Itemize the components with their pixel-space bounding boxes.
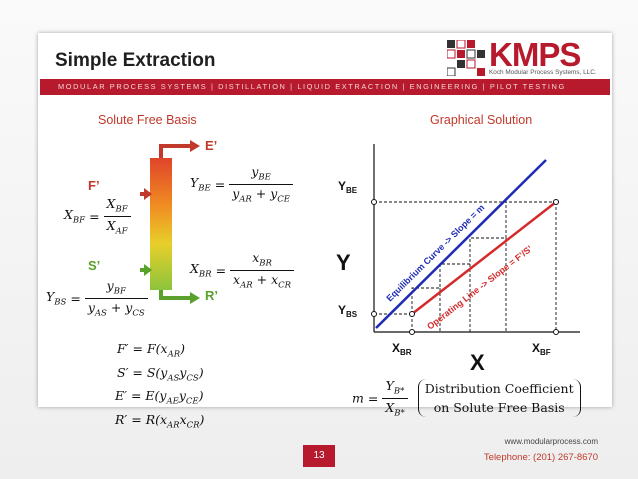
kmps-logo: KMPS Koch Modular Process Systems, LLC. <box>447 36 605 78</box>
footer-phone: Telephone: (201) 267-8670 <box>483 452 598 463</box>
operating-line <box>411 201 557 315</box>
extract-arrow <box>159 144 190 158</box>
tick-ybe: YBE <box>338 179 358 195</box>
stream-label-raffinate: R’ <box>205 288 218 303</box>
tick-ybs: YBS <box>338 303 358 319</box>
stream-label-feed: F’ <box>88 178 100 193</box>
point-ybe <box>371 199 377 205</box>
stream-label-extract: E’ <box>205 138 218 153</box>
definition-extract: E′ = E(yAEyCE) <box>115 388 204 407</box>
solute-free-definitions: F′ = F(xAR) S′ = S(yASyCS) E′ = E(yAEyCE… <box>115 340 204 434</box>
raffinate-arrow <box>159 290 190 300</box>
stream-label-solvent: S’ <box>88 258 101 273</box>
logo-subtitle: Koch Modular Process Systems, LLC. <box>489 69 597 76</box>
tick-xbf: XBF <box>532 341 551 357</box>
slope-equation: m = YB* XB* Distribution Coefficient on Sol… <box>352 378 581 418</box>
x-axis-label: X <box>470 350 485 375</box>
slope-description-line1: Distribution Coefficient <box>424 381 574 396</box>
point-xbr <box>409 329 415 335</box>
definition-solvent: S′ = S(yASyCS) <box>117 364 204 384</box>
slide-frame <box>38 33 612 407</box>
equation-ybe: YBE = yBE yAR + yCE <box>190 164 294 204</box>
heading-solute-free-basis: Solute Free Basis <box>98 113 197 127</box>
equation-xbr: XBR = xBR xAR + xCR <box>190 250 295 290</box>
logo-grid-icon <box>447 40 485 76</box>
equilibrium-curve <box>375 159 547 329</box>
equation-ybs: YBS = yBF yAS + yCS <box>46 278 148 318</box>
slide-title: Simple Extraction <box>55 50 216 71</box>
point-bottom-operating <box>409 311 415 317</box>
extraction-column <box>140 140 200 304</box>
point-ybs <box>371 311 377 317</box>
equation-xbf: XBF = XBF XAF <box>64 196 131 236</box>
definition-raffinate: R′ = R(xARxCR) <box>115 411 205 431</box>
logo-wordmark: KMPS <box>489 36 581 73</box>
definition-feed: F′ = F(xAR) <box>117 341 185 360</box>
footer-website: www.modularprocess.com <box>504 437 598 446</box>
page-number: 13 <box>303 445 335 467</box>
operating-line-label: Operating Line -> Slope = F’/S’ <box>425 244 534 332</box>
point-top-operating <box>553 199 559 205</box>
graphical-solution-plot: YBE YBS XBR XBF Y X Equilibrium Curve ->… <box>336 144 580 375</box>
column-body <box>150 158 172 290</box>
point-xbf <box>553 329 559 335</box>
tagline-banner: MODULAR PROCESS SYSTEMS | DISTILLATION |… <box>40 79 610 95</box>
slope-description: Distribution Coefficient on Solute Free … <box>417 379 581 417</box>
tick-xbr: XBR <box>392 341 412 357</box>
heading-graphical-solution: Graphical Solution <box>430 113 533 127</box>
slope-description-line2: on Solute Free Basis <box>433 400 565 415</box>
y-axis-label: Y <box>336 250 351 275</box>
